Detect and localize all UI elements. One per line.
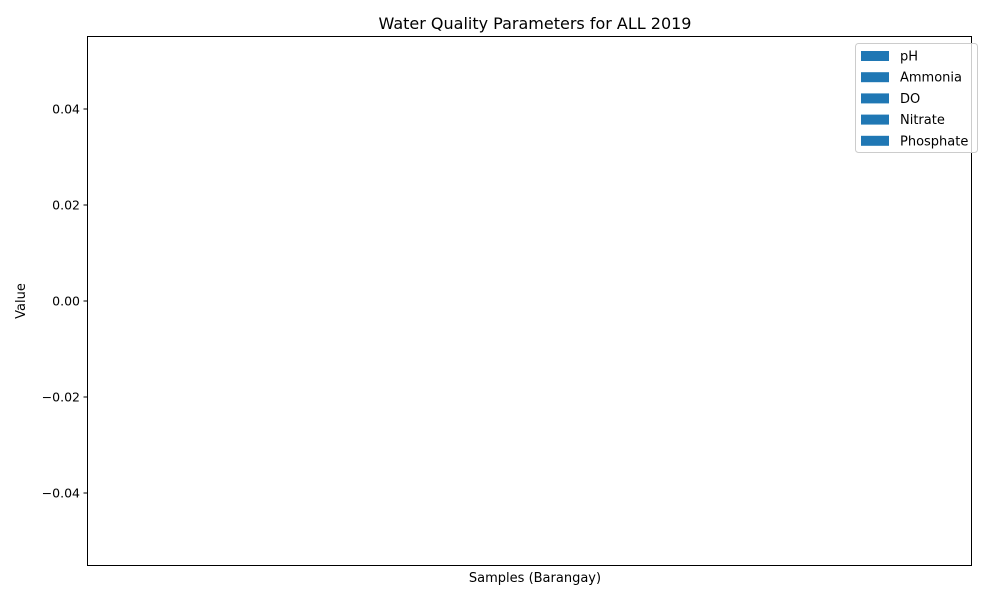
plot-frame [87,36,972,566]
y-tick-label: 0.02 [52,198,80,213]
x-axis-label: Samples (Barangay) [469,571,601,586]
y-tick-label: 0.04 [52,102,80,117]
legend-items: pH Ammonia DO Nitrate Phosphate [861,50,968,149]
legend-swatch [861,93,889,104]
chart-title: Water Quality Parameters for ALL 2019 [379,14,692,33]
y-tick-label: −0.04 [42,486,80,501]
legend: pH Ammonia DO Nitrate Phosphate [855,43,978,153]
y-axis-ticks: −0.04 −0.02 0.00 0.02 0.04 [42,102,88,501]
legend-swatch [861,114,889,125]
legend-label: Phosphate [900,134,968,149]
legend-swatch [861,135,889,146]
legend-label: Ammonia [900,71,962,86]
legend-swatch [861,72,889,83]
y-axis-label: Value [14,283,29,319]
legend-label: pH [900,50,918,65]
y-tick-label: 0.00 [52,294,80,309]
y-tick-label: −0.02 [42,390,80,405]
legend-swatch [861,51,889,61]
legend-label: DO [900,92,920,107]
legend-label: Nitrate [900,113,945,128]
legend-box [855,43,978,153]
